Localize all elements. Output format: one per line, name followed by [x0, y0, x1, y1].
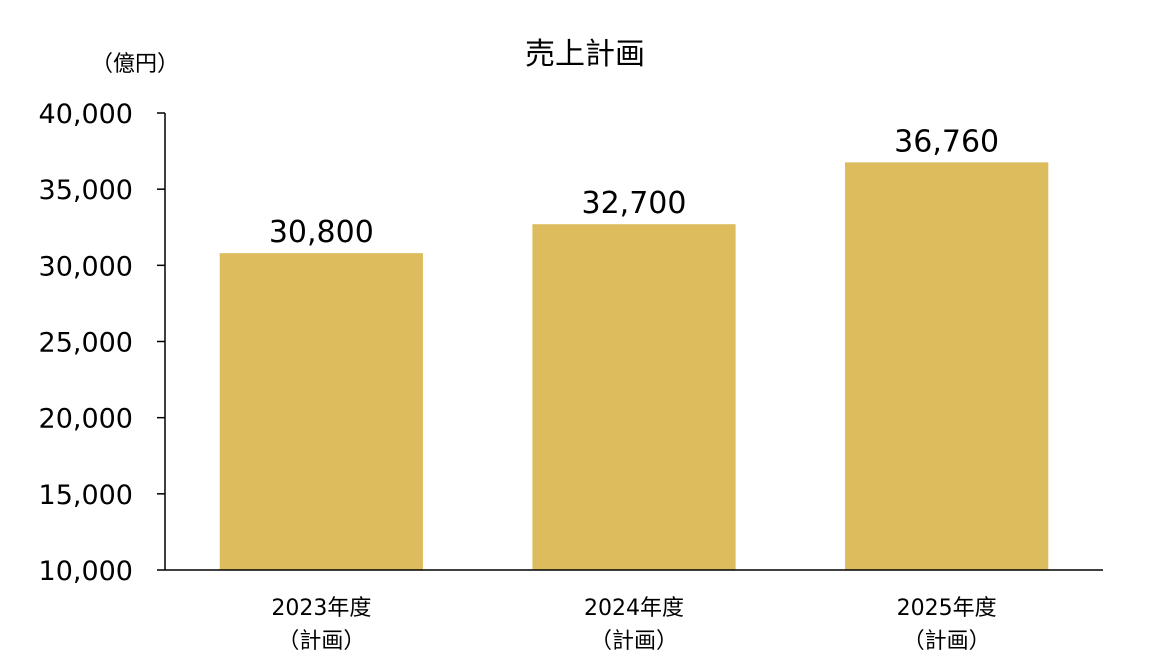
bar-series	[219, 162, 1049, 570]
y-tick-label-2: 20,000	[39, 404, 133, 435]
data-label-2: 36,760	[894, 124, 999, 159]
y-tick-label-6: 40,000	[39, 99, 133, 130]
y-axis-unit-label: （億円）	[91, 52, 179, 77]
data-label-group: 30,800 32,700 36,760	[269, 124, 999, 250]
x-tick-label-2-line-0: 2025年度	[897, 596, 997, 621]
y-tick-label-5: 35,000	[39, 175, 133, 206]
data-label-0: 30,800	[269, 215, 374, 250]
x-tick-label-1-line-0: 2024年度	[584, 596, 684, 621]
chart-title: 売上計画	[525, 37, 645, 72]
x-tick-label-1-line-1: （計画）	[590, 629, 678, 654]
y-tick-label-0: 10,000	[39, 556, 133, 587]
y-tick-label-4: 30,000	[39, 251, 133, 282]
y-tick-label-3: 25,000	[39, 328, 133, 359]
bar-1	[532, 224, 736, 570]
x-tick-label-0-line-1: （計画）	[277, 629, 365, 654]
bar-0	[219, 253, 423, 570]
x-axis: 2023年度 （計画） 2024年度 （計画） 2025年度 （計画）	[165, 569, 1103, 654]
y-tick-label-1: 15,000	[39, 480, 133, 511]
y-axis: 10,000 15,000 20,000 25,000 30,000 35,000 40,0…	[39, 99, 166, 587]
x-tick-label-0-line-0: 2023年度	[271, 596, 371, 621]
bar-2	[845, 162, 1049, 570]
data-label-1: 32,700	[582, 186, 687, 221]
x-tick-label-2-line-1: （計画）	[903, 629, 991, 654]
